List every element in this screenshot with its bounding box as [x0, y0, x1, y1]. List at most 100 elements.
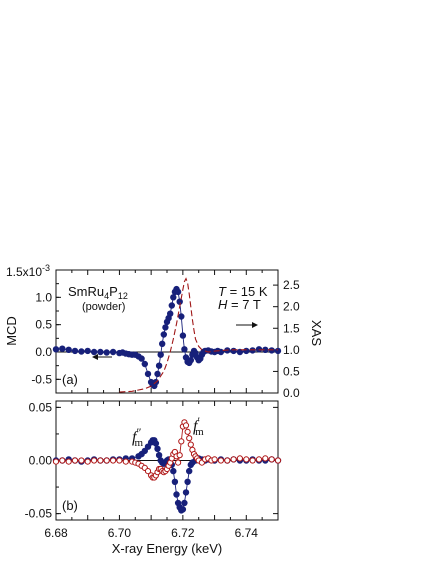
- right-tick-label: 0.0: [283, 386, 300, 400]
- open-data-point: [249, 457, 256, 464]
- filled-data-point: [167, 310, 174, 317]
- filled-data-point: [186, 467, 193, 475]
- panel-b-label: (b): [62, 498, 78, 513]
- right-tick-label: 0.5: [283, 364, 300, 378]
- open-data-point: [255, 456, 263, 463]
- panel-a-left-ticks: -0.5 0.0 0.5 1.0: [31, 269, 61, 394]
- open-data-point: [178, 438, 185, 445]
- open-data-point: [110, 457, 117, 464]
- right-tick-label: 2.0: [283, 300, 300, 314]
- filled-data-point: [52, 346, 60, 353]
- filled-data-point: [141, 447, 149, 455]
- panel-a-label: (a): [62, 372, 78, 387]
- filled-data-point: [274, 347, 282, 355]
- filled-data-point: [181, 499, 188, 507]
- open-data-point: [103, 457, 110, 464]
- right-tick-label: 1.5: [283, 321, 300, 335]
- filled-data-point: [71, 347, 79, 355]
- filled-data-point: [179, 332, 187, 339]
- series-line: [56, 439, 279, 512]
- open-data-point: [84, 458, 91, 465]
- filled-data-point: [243, 347, 250, 355]
- open-data-point: [65, 458, 72, 465]
- filled-data-point: [144, 443, 152, 450]
- open-data-point: [230, 456, 237, 463]
- filled-data-point: [160, 331, 168, 338]
- open-data-point: [236, 455, 243, 462]
- compound-label: SmRu4P12: [68, 284, 128, 301]
- y-tick-label: -0.05: [25, 507, 53, 521]
- panel-b-y-ticks: 0.05 0.00 -0.05: [25, 400, 278, 521]
- x-tick-label: 6.72: [171, 526, 195, 540]
- filled-data-point: [173, 491, 180, 498]
- open-data-point: [186, 435, 193, 442]
- filled-data-point: [154, 370, 161, 378]
- open-data-point: [211, 456, 218, 463]
- filled-data-point: [154, 445, 161, 452]
- panel-b: 0.05 0.00 -0.05 6.68 6.70 6.72 6.74 f″ m f′ m (…: [25, 400, 282, 556]
- filled-data-point: [97, 348, 104, 356]
- y-tick-label: 0.00: [29, 454, 53, 468]
- filled-data-point: [152, 440, 160, 447]
- panel-b-series: [52, 419, 282, 514]
- open-data-point: [182, 422, 190, 429]
- filled-data-point: [84, 347, 91, 355]
- open-data-point: [59, 457, 66, 464]
- open-data-point: [71, 457, 79, 464]
- filled-data-point: [236, 348, 244, 356]
- open-data-point: [52, 458, 60, 465]
- x-tick-label: 6.70: [108, 526, 132, 540]
- filled-data-point: [168, 302, 176, 309]
- open-data-point: [184, 428, 191, 435]
- temperature-label: T = 15 K: [218, 284, 268, 299]
- filled-data-point: [162, 324, 169, 331]
- x-tick-label: 6.74: [235, 526, 259, 540]
- f-double-prime-label: f″ m: [132, 425, 143, 449]
- filled-data-point: [141, 360, 149, 368]
- panel-a-series: [52, 277, 282, 393]
- filled-data-point: [65, 346, 72, 353]
- filled-data-point: [181, 346, 188, 353]
- filled-data-point: [90, 348, 98, 356]
- left-axis-label: MCD: [4, 316, 19, 346]
- filled-data-point: [59, 345, 66, 352]
- right-axis-label: XAS: [309, 320, 324, 346]
- filled-data-point: [78, 348, 85, 355]
- open-data-point: [274, 457, 282, 464]
- open-data-point: [91, 457, 98, 464]
- arrow-right: [236, 322, 258, 328]
- filled-data-point: [155, 362, 163, 369]
- y-tick-label: -0.5: [31, 372, 52, 386]
- filled-data-point: [182, 489, 190, 496]
- open-data-point: [176, 452, 183, 459]
- powder-label: (powder): [82, 301, 125, 313]
- filled-data-point: [184, 478, 191, 485]
- filled-data-point: [179, 506, 187, 513]
- filled-data-point: [174, 288, 182, 296]
- filled-data-point: [144, 370, 152, 378]
- open-data-point: [187, 441, 194, 448]
- filled-data-point: [170, 467, 177, 475]
- left-axis-exponent-label: 1.5x10-3: [6, 263, 50, 279]
- open-data-point: [122, 458, 129, 465]
- right-tick-label: 1.0: [283, 343, 300, 357]
- filled-data-point: [178, 313, 185, 320]
- filled-data-point: [157, 351, 164, 358]
- filled-data-point: [159, 340, 166, 347]
- filled-data-point: [138, 355, 145, 362]
- panel-a-right-ticks: 0.0 0.5 1.0 1.5 2.0 2.5: [273, 278, 300, 400]
- filled-data-point: [268, 347, 275, 354]
- right-tick-label: 2.5: [283, 278, 300, 292]
- open-data-point: [217, 457, 224, 464]
- y-tick-label: 0.0: [35, 345, 52, 359]
- x-tick-label: 6.68: [44, 526, 68, 540]
- panel-a: -0.5 0.0 0.5 1.0 0.0 0.5 1.0 1.5 2.0 2.5 1.5x10-…: [4, 263, 324, 400]
- open-data-point: [243, 456, 250, 463]
- filled-data-point: [109, 348, 117, 356]
- panel-a-x-ticks: [55, 270, 279, 393]
- filled-data-point: [170, 294, 177, 301]
- f-prime-label: f′ m: [193, 414, 204, 438]
- open-data-point: [175, 459, 182, 466]
- y-tick-label: 0.5: [35, 318, 52, 332]
- y-tick-label: 0.05: [29, 400, 53, 414]
